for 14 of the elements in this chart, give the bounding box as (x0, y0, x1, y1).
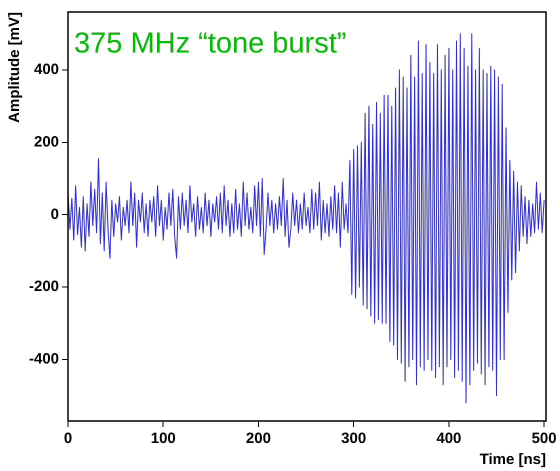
annotation: 375 MHz “tone burst” (74, 28, 346, 60)
x-tick-label: 200 (246, 430, 271, 448)
y-tick-label: 400 (34, 61, 60, 78)
x-tick-label: 0 (64, 430, 72, 448)
y-tick-label: -400 (28, 350, 60, 368)
x-tick-label: 500 (532, 430, 557, 448)
x-axis-title: Time [ns] (480, 451, 546, 468)
x-tick-label: 400 (436, 430, 462, 448)
x-tick-label: 100 (150, 430, 176, 448)
y-tick-label: -200 (28, 278, 60, 296)
x-tick-label: 300 (341, 430, 366, 448)
y-tick-label: 0 (50, 206, 60, 223)
y-axis-title: Amplitude [mV] (6, 12, 24, 123)
y-tick-label: 200 (34, 133, 60, 150)
